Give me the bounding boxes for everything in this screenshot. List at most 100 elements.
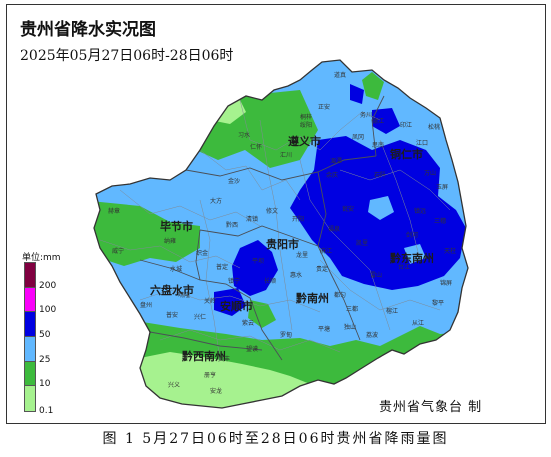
- county-label: 习水: [238, 132, 251, 139]
- rain-10-25-north: [196, 90, 318, 168]
- county-label: 玉屏: [436, 184, 449, 191]
- county-label: 从江: [412, 320, 425, 327]
- county-label: 剑河: [406, 232, 419, 239]
- figure-caption: 图 1 5月27日06时至28日06时贵州省降雨量图: [102, 431, 449, 447]
- county-label: 福泉: [328, 226, 341, 233]
- county-label: 龙里: [296, 252, 309, 259]
- rain-25-50-hole: [404, 244, 426, 264]
- county-label: 惠水: [290, 272, 303, 279]
- county-label: 晴隆: [178, 292, 191, 299]
- county-label: 锦屏: [440, 280, 453, 287]
- legend-threshold-label: 10: [39, 379, 51, 390]
- rain-10-25-west: [94, 200, 200, 266]
- legend-swatch: [25, 386, 35, 411]
- county-label: 贵定: [316, 266, 329, 273]
- county-label: 仁怀: [250, 144, 263, 151]
- prefecture-boundaries: [139, 95, 385, 361]
- county-label: 赫章: [108, 208, 121, 215]
- county-label: 凯里: [356, 240, 369, 247]
- county-label: 三都: [346, 306, 359, 313]
- city-label: 黔东南州: [390, 252, 434, 265]
- county-label: 普定: [216, 264, 229, 271]
- city-label: 铜仁市: [390, 148, 423, 161]
- county-label: 修文: [266, 208, 279, 215]
- county-label: 黎平: [432, 300, 445, 307]
- county-label: 万山: [424, 170, 437, 177]
- county-boundaries: [99, 99, 451, 361]
- county-label: 镇远: [414, 208, 427, 215]
- county-label: 普安: [166, 312, 179, 319]
- county-label: 三穗: [434, 218, 447, 225]
- rain-10-25-patch: [248, 300, 276, 328]
- rainfall-fill: [94, 60, 468, 408]
- city-label: 毕节市: [160, 220, 193, 233]
- county-label: 余庆: [326, 172, 339, 179]
- legend-swatch: [25, 312, 35, 337]
- county-label: 麻江: [320, 248, 333, 255]
- county-label: 瓮安: [342, 206, 355, 213]
- county-label: 印江: [400, 122, 413, 129]
- county-label: 汇川: [280, 152, 293, 159]
- county-label: 贞丰: [218, 356, 231, 363]
- legend-unit: 单位:mm: [22, 253, 61, 263]
- county-label: 兴仁: [194, 314, 207, 321]
- legend-threshold-label: 200: [39, 280, 57, 291]
- city-label: 安顺市: [220, 300, 253, 313]
- legend-threshold-label: 25: [39, 354, 51, 365]
- county-label: 榕江: [386, 308, 399, 315]
- county-label: 松桃: [428, 124, 441, 131]
- county-label: 石阡: [374, 172, 387, 179]
- city-label: 黔西南州: [182, 350, 226, 363]
- city-label: 黔南州: [296, 292, 329, 305]
- rain-50-100-center: [232, 240, 278, 296]
- legend-threshold-label: 100: [39, 305, 57, 316]
- legend-swatch: [25, 263, 35, 288]
- county-label: 独山: [344, 324, 357, 331]
- county-label: 务川: [360, 112, 373, 119]
- county-label: 关岭: [204, 298, 217, 305]
- county-label: 水城: [170, 266, 183, 273]
- county-label: 荔波: [366, 332, 379, 339]
- county-label: 绥阳: [300, 122, 313, 129]
- credit-text: 贵州省气象台 制: [379, 400, 483, 415]
- city-label: 六盘水市: [150, 284, 194, 297]
- county-label: 凤冈: [352, 134, 365, 141]
- county-label: 道真: [334, 72, 347, 79]
- county-label: 平坝: [252, 258, 265, 265]
- county-label: 盘州: [140, 302, 153, 309]
- county-label: 天柱: [444, 248, 457, 255]
- county-label: 镇宁: [228, 278, 241, 285]
- legend-threshold-label: 50: [39, 330, 51, 340]
- county-label: 纳雍: [164, 238, 177, 245]
- legend-threshold-label: 0.1: [39, 406, 54, 416]
- county-label: 册亨: [204, 372, 217, 379]
- county-label: 望谟: [246, 346, 259, 353]
- county-label: 罗甸: [280, 332, 293, 339]
- county-label: 大方: [210, 198, 223, 205]
- legend-swatch: [25, 336, 35, 362]
- county-label: 正安: [318, 104, 331, 111]
- county-label: 江口: [416, 140, 429, 147]
- rain-50-100-tongren: [372, 108, 400, 134]
- county-label: 长顺: [264, 278, 277, 285]
- county-label: 威宁: [112, 248, 125, 255]
- city-label: 遵义市: [288, 135, 321, 148]
- county-label: 开阳: [292, 216, 305, 223]
- legend-swatch: [25, 287, 35, 313]
- county-label: 都匀: [334, 292, 347, 299]
- county-label: 金沙: [228, 178, 241, 185]
- county-label: 安龙: [210, 388, 223, 395]
- legend-colorbar: [24, 262, 36, 412]
- rain-10-25-northeast: [362, 72, 384, 100]
- county-label: 思南: [372, 142, 385, 149]
- county-label: 黔西: [226, 222, 239, 229]
- county-label: 桐梓: [300, 114, 313, 121]
- map-title: 贵州省降水实况图: [20, 20, 156, 40]
- county-label: 织金: [196, 250, 209, 257]
- county-label: 台江: [398, 264, 411, 271]
- county-label: 兴义: [168, 382, 181, 389]
- rain-25-50-hole: [368, 196, 394, 220]
- county-label: 紫云: [242, 320, 255, 327]
- rain-50-100-north: [350, 84, 364, 104]
